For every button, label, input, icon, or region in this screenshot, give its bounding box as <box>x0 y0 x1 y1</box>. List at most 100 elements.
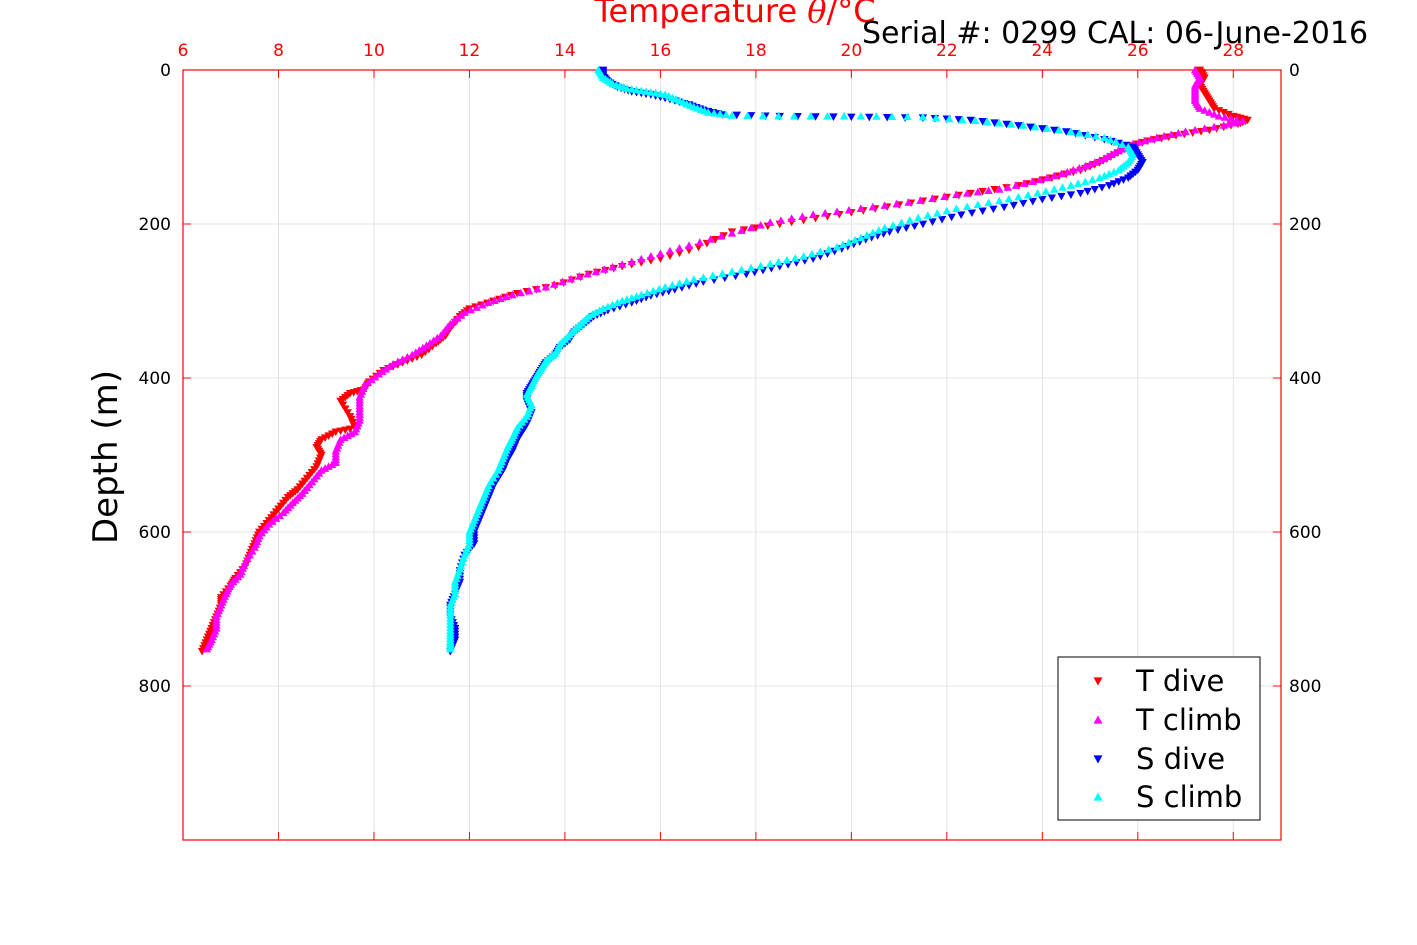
data-point <box>931 113 941 122</box>
data-point <box>746 263 756 272</box>
data-point <box>1020 179 1029 187</box>
axis-ticks: 6 8 10 12 14 16 18 20 22 24 26 28 0 0 200 200 400 400 600 6… <box>139 41 1321 840</box>
legend-marker <box>1093 755 1103 764</box>
data-point <box>721 110 731 119</box>
data-point <box>682 277 691 285</box>
data-point <box>1095 173 1104 182</box>
data-point <box>524 286 534 295</box>
data-point <box>829 113 838 121</box>
data-point <box>844 238 854 246</box>
data-point <box>668 281 677 289</box>
data-point <box>880 201 889 209</box>
series-s-climb <box>446 65 1138 653</box>
x-tick-label: 22 <box>936 41 958 61</box>
data-point <box>789 112 799 120</box>
x-tick-label: 16 <box>650 41 672 61</box>
data-point <box>918 220 928 229</box>
data-point <box>746 112 756 120</box>
data-point <box>1066 181 1076 189</box>
data-point <box>689 275 699 283</box>
data-point <box>709 108 719 117</box>
data-point <box>1112 138 1121 146</box>
data-point <box>1224 120 1233 128</box>
data-point <box>904 198 913 206</box>
data-point <box>737 265 746 274</box>
data-point <box>1209 122 1219 131</box>
data-point <box>811 113 820 121</box>
data-point <box>708 271 718 279</box>
data-point <box>715 109 725 118</box>
data-point <box>1028 177 1037 186</box>
data-point <box>656 249 665 258</box>
data-point <box>1058 183 1067 191</box>
x-tick-label: 28 <box>1222 41 1244 61</box>
data-point <box>466 305 475 314</box>
data-point <box>910 222 919 231</box>
data-point <box>1140 136 1150 145</box>
data-point <box>928 194 937 202</box>
data-point <box>806 112 815 120</box>
data-point <box>765 218 775 226</box>
data-point <box>1038 196 1047 204</box>
data-point <box>737 226 746 234</box>
legend-marker <box>1093 715 1103 724</box>
data-point <box>774 257 783 266</box>
data-point <box>947 213 956 222</box>
data-point <box>331 428 340 437</box>
data-point <box>958 115 967 124</box>
legend-marker <box>1093 677 1103 686</box>
y-tick-label-right: 400 <box>1289 369 1321 389</box>
x-tick-label: 26 <box>1127 41 1149 61</box>
data-point <box>1146 135 1156 143</box>
x-tick-label: 10 <box>363 41 385 61</box>
data-point <box>1233 117 1243 126</box>
data-point <box>583 269 592 278</box>
data-point <box>978 118 987 126</box>
data-point <box>824 245 833 253</box>
data-point <box>484 298 493 306</box>
data-point <box>933 209 942 217</box>
data-point <box>398 355 407 363</box>
data-point <box>880 223 889 232</box>
data-point <box>1023 190 1033 199</box>
data-point <box>1205 108 1214 116</box>
data-point <box>343 409 352 417</box>
data-point <box>995 196 1004 205</box>
data-point <box>608 262 617 271</box>
data-point <box>1214 112 1224 120</box>
data-point <box>446 644 455 653</box>
data-point <box>782 255 792 264</box>
data-point <box>1057 169 1066 178</box>
data-point <box>533 284 542 293</box>
data-point <box>1041 187 1051 195</box>
y-tick-label-left: 600 <box>139 523 171 543</box>
data-point <box>1114 178 1123 186</box>
data-point <box>320 434 330 442</box>
data-point <box>336 397 345 406</box>
legend-label: T climb <box>1135 703 1242 737</box>
data-point <box>675 279 684 287</box>
legend-box <box>1057 656 1261 821</box>
data-point <box>984 198 993 207</box>
data-point <box>338 401 348 410</box>
data-point <box>1019 199 1028 208</box>
x-axis-label-suffix: /°C <box>827 0 876 30</box>
data-point <box>1063 167 1072 176</box>
data-point <box>665 246 675 255</box>
data-point <box>1069 165 1078 174</box>
data-point <box>940 192 949 201</box>
data-point <box>1100 154 1109 162</box>
data-point <box>1220 113 1230 121</box>
data-point <box>868 228 878 237</box>
data-point <box>1088 175 1097 184</box>
data-point <box>327 430 337 439</box>
x-tick-label: 8 <box>273 41 284 61</box>
data-point <box>706 235 715 243</box>
data-point <box>995 185 1004 193</box>
data-point <box>808 210 818 219</box>
data-point <box>1104 169 1114 178</box>
data-point <box>1081 177 1090 186</box>
data-point <box>1109 180 1119 188</box>
data-point <box>1124 174 1133 182</box>
data-point <box>862 231 872 239</box>
